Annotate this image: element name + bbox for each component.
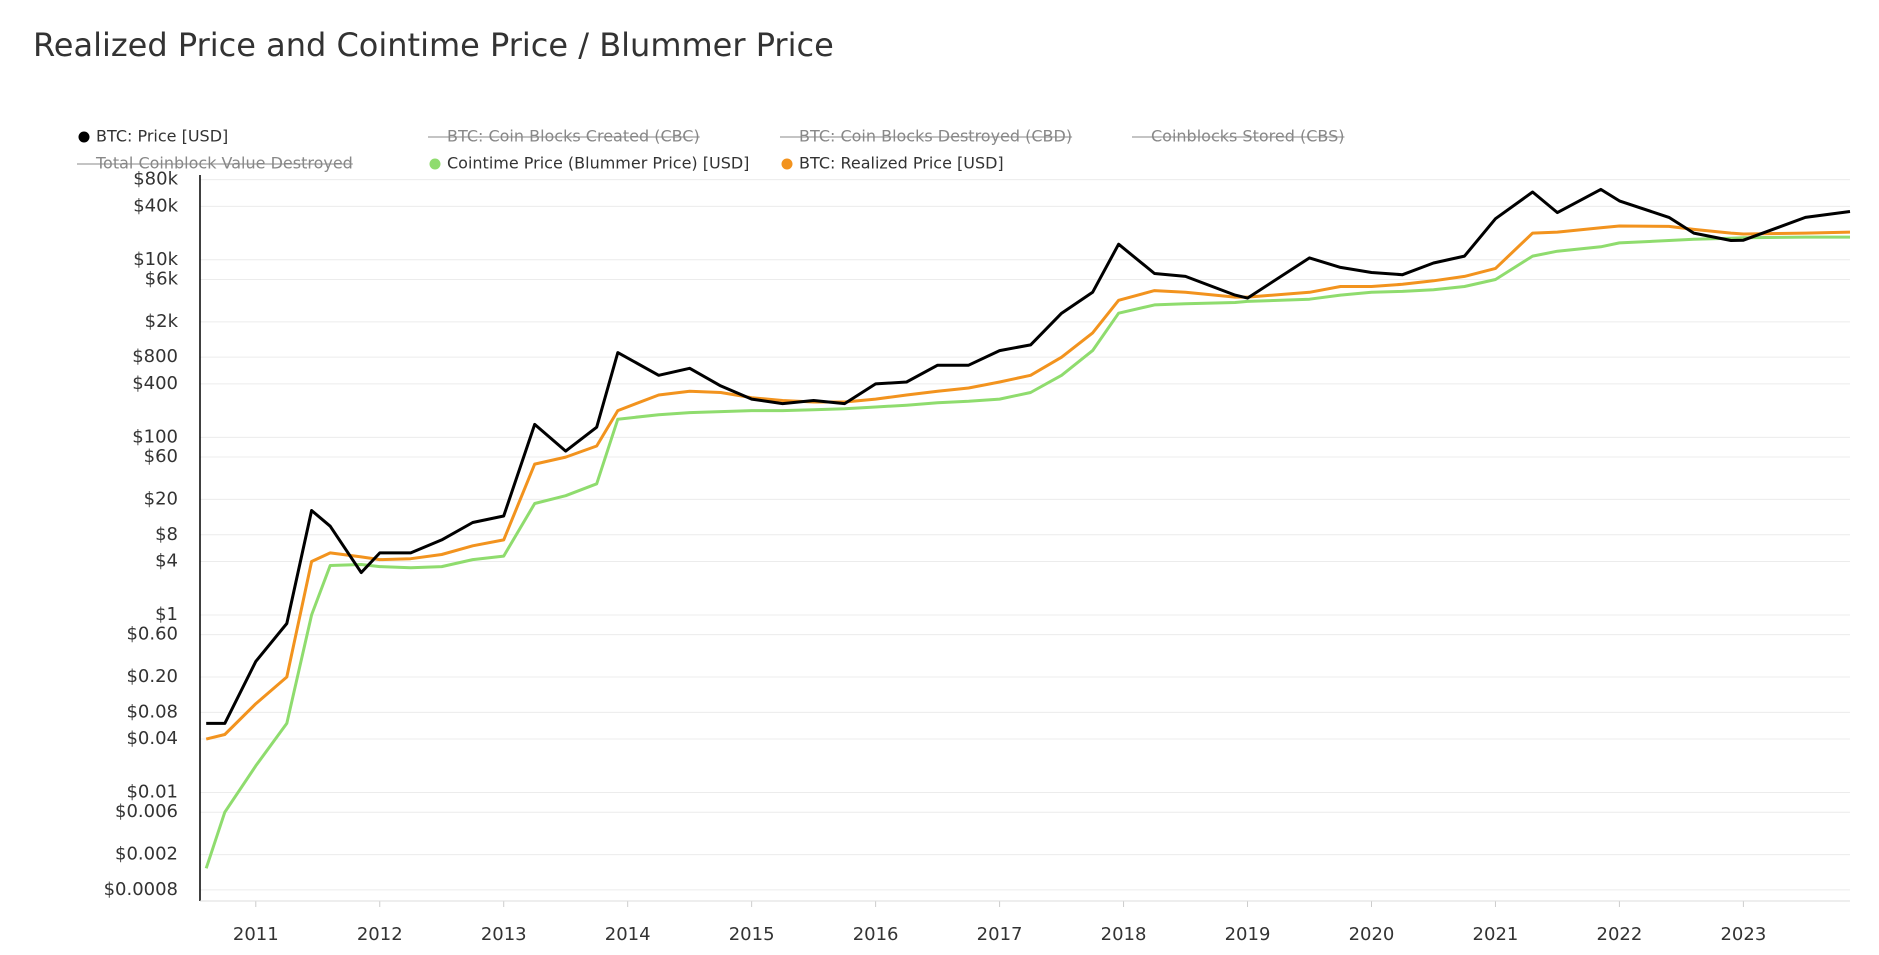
legend-label[interactable]: BTC: Realized Price [USD]	[799, 154, 1004, 173]
legend-marker[interactable]	[781, 158, 793, 170]
y-tick-label: $0.08	[126, 701, 178, 722]
series-line	[204, 235, 1850, 869]
x-tick-label: 2016	[853, 924, 899, 945]
series-line	[206, 187, 1851, 725]
chart-title: Realized Price and Cointime Price / Blum…	[33, 26, 834, 64]
y-tick-label: $8	[155, 524, 178, 545]
x-tick-label: 2018	[1101, 924, 1147, 945]
y-tick-label: $0.006	[115, 801, 178, 822]
y-tick-label: $4	[155, 550, 178, 571]
y-tick-label: $10k	[133, 249, 178, 270]
y-tick-label: $20	[144, 488, 178, 509]
y-tick-label: $1	[155, 604, 178, 625]
legend-label-hidden[interactable]: Total Coinblock Value Destroyed	[95, 154, 353, 173]
y-tick-label: $2k	[145, 311, 179, 332]
x-tick-label: 2011	[233, 924, 279, 945]
y-tick-label: $0.04	[126, 728, 178, 749]
y-tick-label: $400	[132, 373, 178, 394]
x-tick-label: 2022	[1597, 924, 1643, 945]
y-tick-label: $80k	[133, 169, 178, 190]
x-tick-label: 2013	[481, 924, 527, 945]
y-tick-label: $0.20	[126, 666, 178, 687]
y-tick-label: $100	[132, 426, 178, 447]
series-line	[205, 224, 1851, 741]
x-tick-label: 2020	[1349, 924, 1395, 945]
y-tick-label: $0.60	[126, 624, 178, 645]
legend-label[interactable]: Cointime Price (Blummer Price) [USD]	[447, 154, 749, 173]
x-tick-label: 2021	[1473, 924, 1519, 945]
x-tick-label: 2014	[605, 924, 651, 945]
x-tick-label: 2023	[1720, 924, 1766, 945]
x-tick-label: 2019	[1225, 924, 1271, 945]
y-tick-label: $0.01	[126, 782, 178, 803]
legend-label-hidden[interactable]: BTC: Coin Blocks Created (CBC)	[447, 127, 700, 146]
x-tick-label: 2015	[729, 924, 775, 945]
legend-label[interactable]: BTC: Price [USD]	[96, 127, 228, 146]
legend-label-hidden[interactable]: Coinblocks Stored (CBS)	[1151, 127, 1344, 146]
legend-marker[interactable]	[429, 158, 441, 170]
y-tick-label: $6k	[145, 268, 179, 289]
y-tick-label: $40k	[133, 195, 178, 216]
y-tick-label: $800	[132, 346, 178, 367]
legend-label-hidden[interactable]: BTC: Coin Blocks Destroyed (CBD)	[799, 127, 1072, 146]
y-tick-label: $60	[144, 446, 178, 467]
x-tick-label: 2012	[357, 924, 403, 945]
y-tick-label: $0.002	[115, 844, 178, 865]
y-tick-label: $0.0008	[104, 879, 178, 900]
legend-marker[interactable]	[78, 131, 90, 143]
x-tick-label: 2017	[977, 924, 1023, 945]
